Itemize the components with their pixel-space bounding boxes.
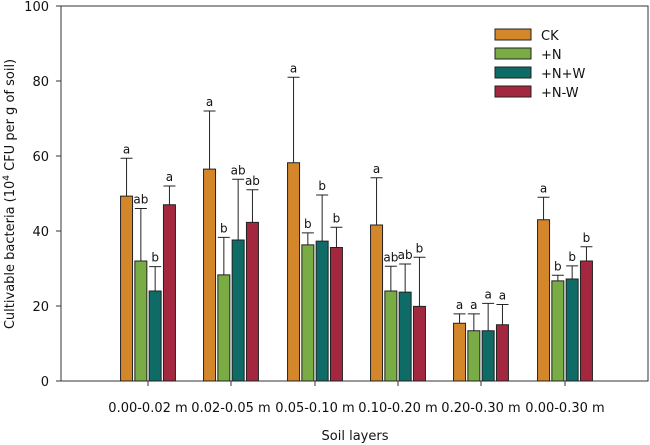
bar-+N: [384, 290, 398, 382]
bar-+N+W: [398, 291, 412, 382]
significance-letter: ab: [245, 174, 260, 188]
y-axis-label: Cultivable bacteria (104 CFU per g of so…: [2, 59, 18, 329]
bar-CK: [120, 195, 134, 382]
bar-+N+W: [148, 290, 162, 382]
bar-CK: [370, 224, 384, 382]
bar-+N+W: [231, 239, 245, 382]
x-tick-label: 0.00-0.02 m: [108, 401, 187, 416]
legend-label: CK: [541, 29, 559, 44]
significance-letter: a: [499, 289, 506, 303]
legend-label: +N: [541, 48, 562, 63]
bar-+N-W: [245, 221, 259, 382]
significance-letter: a: [166, 170, 173, 184]
significance-letter: ab: [398, 248, 413, 262]
bar-+N-W: [579, 260, 593, 382]
bar-+N-W: [329, 247, 343, 382]
x-tick-label: 0.10-0.20 m: [358, 401, 437, 416]
significance-letter: a: [470, 298, 477, 312]
legend-swatch: [494, 66, 532, 79]
legend-swatch: [494, 47, 532, 60]
significance-letter: a: [456, 298, 463, 312]
significance-letter: a: [373, 162, 380, 176]
bar-CK: [203, 168, 217, 382]
significance-letter: b: [554, 259, 562, 273]
significance-letter: a: [206, 95, 213, 109]
y-tick-label: 0: [41, 375, 49, 390]
bar-CK: [287, 162, 301, 382]
significance-letter: ab: [231, 163, 246, 177]
legend-label: +N+W: [541, 67, 586, 82]
y-tick-label: 80: [32, 75, 49, 90]
x-axis-label: Soil layers: [322, 429, 389, 444]
bar-+N: [301, 244, 315, 382]
bar-+N: [551, 280, 565, 382]
significance-letter: b: [416, 241, 424, 255]
x-tick-label: 0.00-0.30 m: [525, 401, 604, 416]
bar-+N: [134, 260, 148, 382]
y-tick-label: 20: [32, 300, 49, 315]
x-tick-label: 0.20-0.30 m: [441, 401, 520, 416]
legend-label: +N-W: [541, 86, 579, 101]
y-tick-label: 40: [32, 225, 49, 240]
significance-letter: b: [220, 221, 228, 235]
legend-swatch: [494, 85, 532, 98]
y-tick-label: 100: [24, 0, 49, 15]
bar-+N-W: [412, 305, 426, 382]
bar-+N+W: [565, 278, 579, 382]
bar-CK: [453, 322, 467, 382]
bar-CK: [537, 219, 551, 382]
significance-letter: a: [290, 61, 297, 75]
y-tick-label: 60: [32, 150, 49, 165]
x-tick-label: 0.05-0.10 m: [275, 401, 354, 416]
plot-frame: [60, 5, 649, 382]
significance-letter: ab: [133, 193, 148, 207]
significance-letter: b: [583, 231, 591, 245]
significance-letter: a: [484, 287, 491, 301]
significance-letter: a: [123, 142, 130, 156]
bar-+N: [467, 330, 481, 382]
x-tick-label: 0.02-0.05 m: [191, 401, 270, 416]
significance-letter: b: [568, 250, 576, 264]
bar-+N: [217, 274, 231, 382]
significance-letter: b: [304, 217, 312, 231]
significance-letter: b: [318, 179, 326, 193]
legend-swatch: [494, 28, 532, 41]
significance-letter: ab: [383, 250, 398, 264]
bar-+N-W: [495, 324, 509, 382]
significance-letter: b: [151, 251, 159, 265]
bar-+N+W: [315, 240, 329, 382]
significance-letter: b: [333, 211, 341, 225]
bar-+N-W: [162, 204, 176, 382]
bar-+N+W: [481, 330, 495, 382]
significance-letter: a: [540, 181, 547, 195]
